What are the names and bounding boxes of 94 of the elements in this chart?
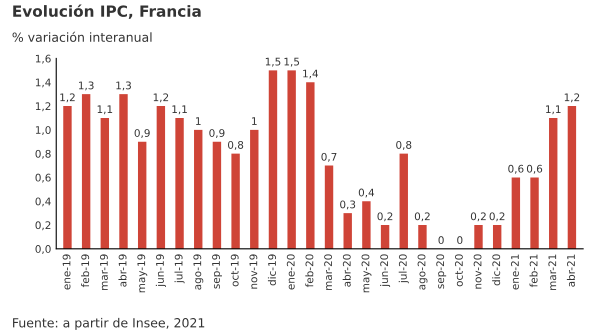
- y-tick-label: 0,0: [36, 245, 51, 254]
- x-tick-label: jul-20: [398, 254, 409, 284]
- bar: [344, 213, 352, 249]
- y-tick-label: 0,8: [36, 150, 51, 159]
- bar: [119, 94, 128, 249]
- x-tick-label: abr-19: [118, 254, 127, 287]
- x-tick-label: sep-20: [436, 254, 446, 289]
- data-label: 1,2: [564, 93, 580, 102]
- x-tick-label: feb-19: [81, 254, 90, 288]
- bar: [492, 225, 502, 249]
- x-tick-label: oct-20: [454, 254, 463, 286]
- bar: [400, 154, 408, 249]
- x-tick-label: dic-19: [268, 254, 276, 286]
- data-label: 0,9: [209, 129, 224, 138]
- data-label: 0,4: [358, 188, 374, 198]
- x-tick-label: may-19: [137, 254, 148, 292]
- bar: [324, 166, 334, 249]
- data-label: 0,2: [377, 212, 392, 222]
- x-tick-label: ago-19: [193, 254, 204, 290]
- y-tick-label: 1,2: [36, 102, 50, 112]
- bar: [380, 225, 390, 249]
- x-tick-label: abr-20: [342, 254, 351, 287]
- y-tick-label: 1,0: [36, 126, 51, 136]
- data-label: 0,9: [134, 129, 150, 138]
- data-label: 0,6: [526, 164, 542, 174]
- bar: [418, 225, 427, 249]
- data-label: 0: [438, 236, 444, 244]
- data-label: 1,5: [284, 58, 300, 67]
- data-label: 0,6: [508, 164, 524, 174]
- x-tick-label: jun-20: [380, 254, 390, 287]
- bar: [82, 94, 90, 249]
- bar: [156, 106, 166, 249]
- data-label: 0,3: [340, 200, 356, 210]
- x-tick-label: ene-21: [511, 254, 519, 290]
- data-label: 0,2: [470, 212, 486, 222]
- x-tick-label: ago-20: [418, 254, 428, 290]
- bar: [194, 130, 202, 249]
- data-label: 1,2: [60, 93, 75, 102]
- data-label: 1,1: [546, 105, 561, 114]
- data-label: 1,2: [154, 93, 168, 102]
- bar: [512, 177, 520, 249]
- data-label: 1,3: [78, 81, 94, 90]
- bar: [306, 82, 315, 249]
- data-label: 1,1: [98, 105, 112, 114]
- x-tick-label: feb-21: [530, 254, 538, 288]
- y-tick-label: 0,4: [36, 197, 51, 206]
- bar: [100, 118, 110, 249]
- x-tick-label: mar-19: [100, 254, 108, 290]
- data-label: 1,3: [116, 81, 131, 90]
- y-tick-label: 1,6: [36, 54, 51, 64]
- x-tick-label: mar-21: [548, 254, 556, 290]
- data-label: 0,2: [490, 212, 504, 222]
- data-label: 1: [252, 117, 257, 125]
- data-label: 0: [457, 236, 462, 244]
- data-label: 0,7: [321, 152, 336, 162]
- chart-subtitle: % variación interanual: [12, 32, 152, 42]
- y-tick-label: 1,4: [36, 78, 51, 88]
- bar: [175, 118, 184, 249]
- bar: [474, 225, 483, 249]
- y-tick-label: 0,2: [36, 221, 50, 230]
- bar: [530, 177, 539, 249]
- x-tick-label: oct-19: [230, 254, 239, 286]
- x-tick-label: jun-19: [156, 254, 166, 287]
- data-label: 0,8: [228, 140, 244, 150]
- bar: [568, 106, 576, 249]
- bar: [268, 70, 278, 249]
- data-label: 0,8: [396, 140, 412, 150]
- bar: [212, 142, 222, 249]
- bar: [549, 118, 558, 249]
- x-tick-label: mar-20: [324, 254, 332, 290]
- data-label: 0,2: [414, 212, 430, 222]
- y-tick-label: 0,6: [36, 174, 51, 183]
- x-tick-label: nov-19: [249, 254, 258, 289]
- chart-title: Evolución IPC, Francia: [13, 4, 201, 19]
- x-tick-label: sep-19: [212, 254, 222, 289]
- x-tick-label: ene-20: [286, 254, 295, 290]
- bar: [287, 70, 296, 249]
- x-tick-label: abr-21: [566, 254, 575, 287]
- source-note: Fuente: a partir de Insee, 2021: [13, 318, 204, 330]
- data-label: 1,5: [266, 58, 280, 67]
- data-label: 1: [196, 117, 201, 125]
- data-label: 1,1: [172, 105, 187, 114]
- x-tick-label: nov-20: [474, 254, 482, 289]
- data-label: 1,4: [303, 70, 318, 79]
- bar: [231, 154, 240, 249]
- bar: [63, 106, 72, 249]
- bar: [250, 130, 258, 249]
- x-tick-label: feb-20: [305, 254, 314, 288]
- bar: [138, 142, 146, 249]
- bar: [362, 201, 371, 249]
- x-tick-label: may-20: [362, 254, 372, 292]
- x-tick-label: ene-19: [62, 254, 70, 290]
- x-tick-label: dic-20: [492, 254, 500, 286]
- x-tick-label: jul-19: [174, 254, 185, 284]
